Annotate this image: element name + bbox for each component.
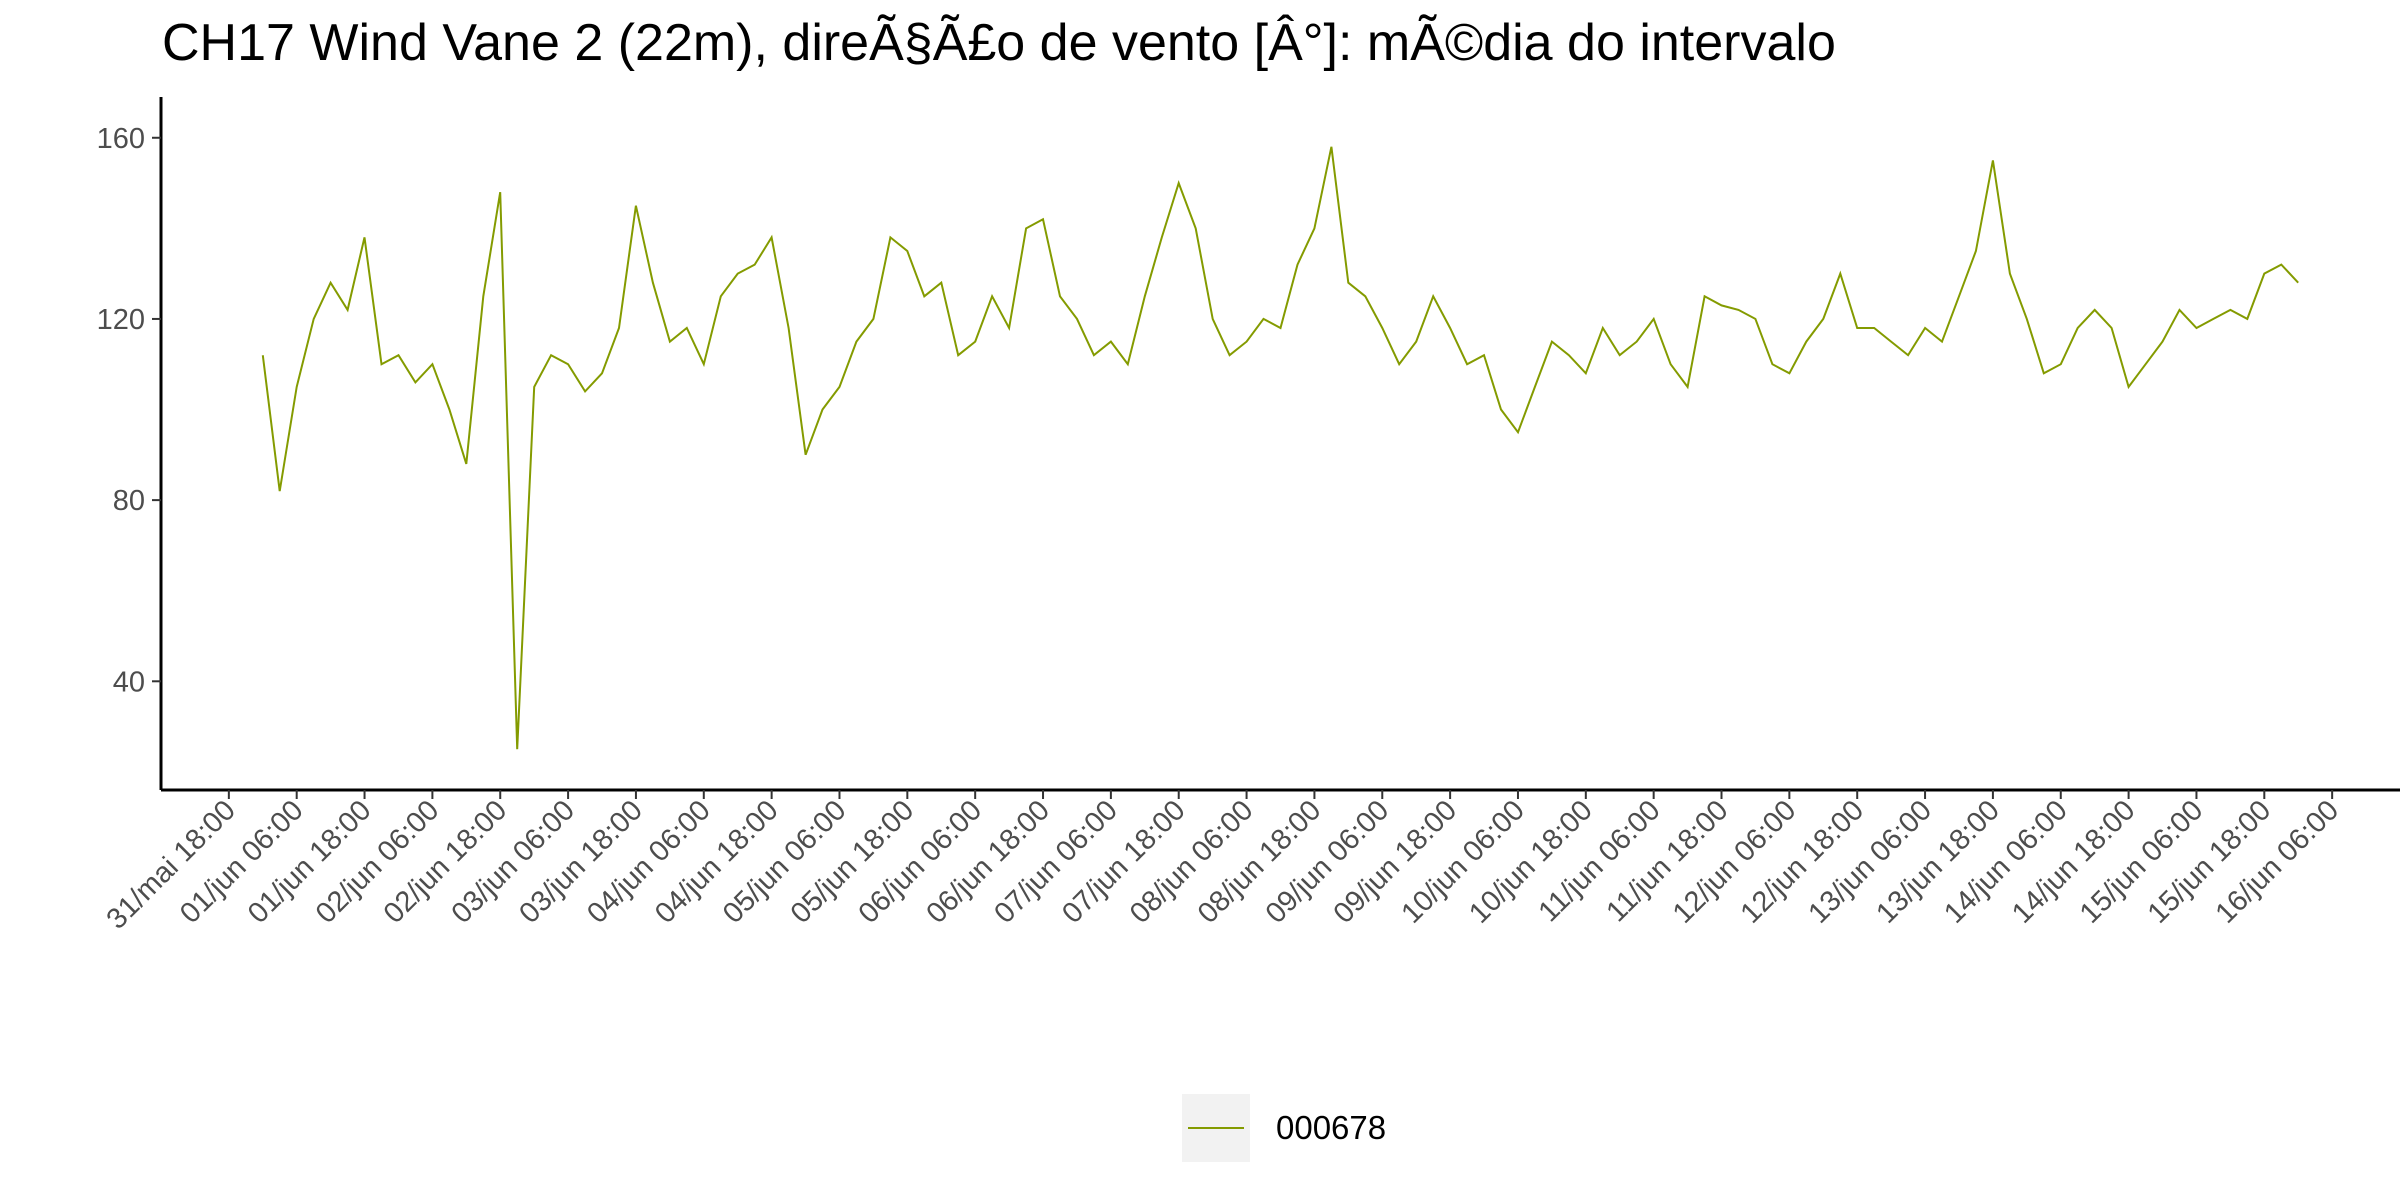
y-tick-label: 160 <box>97 123 145 155</box>
y-tick-label: 80 <box>113 485 145 517</box>
chart-title: CH17 Wind Vane 2 (22m), direÃ§Ã£o de ven… <box>162 14 1836 72</box>
y-tick-label: 40 <box>113 666 145 698</box>
legend-label: 000678 <box>1276 1109 1386 1146</box>
data-line <box>261 146 2299 750</box>
y-tick-label: 120 <box>97 304 145 336</box>
